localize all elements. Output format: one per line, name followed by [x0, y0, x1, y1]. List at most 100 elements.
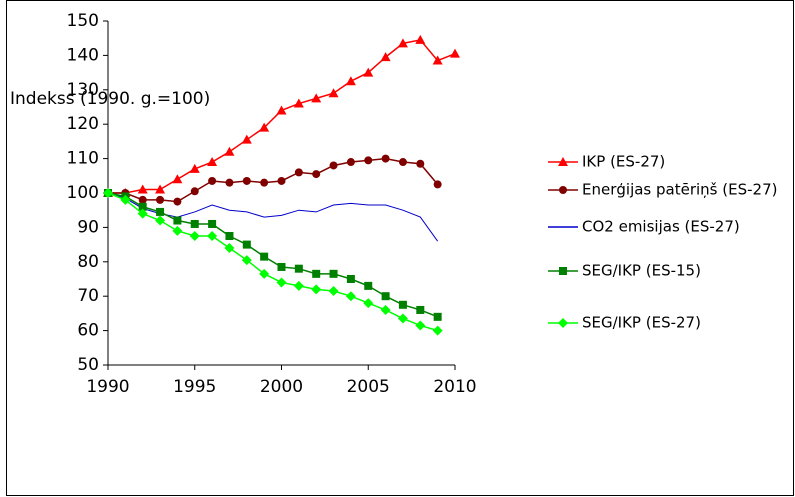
- legend-label: CO2 emisijas (ES-27): [582, 218, 740, 236]
- data-point: [241, 134, 252, 144]
- x-tick-label: 1995: [173, 377, 216, 397]
- data-point: [328, 88, 339, 98]
- data-point: [172, 174, 183, 184]
- series-line: [108, 39, 456, 194]
- data-point: [189, 163, 200, 173]
- data-point: [224, 243, 235, 254]
- data-point: [432, 55, 443, 65]
- data-point: [294, 264, 303, 273]
- y-tick-label: 80: [77, 252, 99, 272]
- data-point: [363, 298, 374, 309]
- y-tick-label: 150: [67, 11, 99, 31]
- y-tick-label: 60: [77, 321, 99, 341]
- data-point: [242, 240, 251, 249]
- data-point: [156, 195, 165, 204]
- data-point: [364, 156, 373, 165]
- data-point: [433, 180, 442, 189]
- x-tick-label: 2000: [260, 377, 303, 397]
- data-point: [380, 304, 391, 315]
- data-point: [260, 252, 269, 261]
- data-point: [156, 207, 165, 216]
- legend-label: SEG/IKP (ES-27): [582, 314, 701, 332]
- data-point: [172, 225, 183, 236]
- data-point: [398, 300, 407, 309]
- data-point: [259, 122, 270, 132]
- y-tick-label: 130: [67, 80, 99, 100]
- data-point: [416, 159, 425, 168]
- data-point: [207, 157, 218, 167]
- y-tick-label: 90: [77, 217, 99, 237]
- data-point: [397, 38, 408, 48]
- data-point: [415, 34, 426, 44]
- data-point: [293, 280, 304, 291]
- data-point: [329, 269, 338, 278]
- data-point: [190, 187, 199, 196]
- data-point: [277, 262, 286, 271]
- x-tick-label: 2010: [433, 377, 476, 397]
- y-tick-label: 100: [67, 183, 99, 203]
- frame: [6, 0, 794, 496]
- y-tick-label: 120: [67, 114, 99, 134]
- legend-marker: [558, 157, 568, 166]
- data-point: [293, 98, 304, 108]
- data-point: [329, 161, 338, 170]
- data-point: [208, 176, 217, 185]
- data-point: [207, 231, 218, 241]
- data-point: [208, 219, 217, 228]
- data-point: [433, 312, 442, 321]
- data-point: [224, 146, 235, 156]
- data-point: [364, 281, 373, 290]
- data-point: [155, 184, 166, 194]
- data-point: [311, 284, 322, 295]
- data-point: [363, 67, 374, 77]
- data-point: [381, 292, 390, 301]
- legend-marker: [559, 267, 567, 275]
- data-point: [398, 158, 407, 167]
- data-point: [311, 93, 322, 103]
- data-point: [397, 313, 408, 324]
- legend-marker: [558, 318, 568, 328]
- legend-label: SEG/IKP (ES-15): [582, 262, 701, 280]
- data-point: [242, 176, 251, 185]
- data-point: [190, 219, 199, 228]
- data-point: [381, 154, 390, 163]
- y-axis-label: Indekss (1990. g.=100): [10, 89, 210, 109]
- data-point: [259, 268, 270, 279]
- data-point: [415, 320, 426, 331]
- data-point: [225, 232, 234, 240]
- data-point: [189, 231, 200, 241]
- data-point: [346, 158, 355, 167]
- data-point: [312, 170, 321, 179]
- data-point: [346, 275, 355, 283]
- y-tick-label: 140: [67, 45, 99, 65]
- data-point: [173, 216, 182, 225]
- data-point: [416, 305, 425, 314]
- data-point: [312, 269, 321, 278]
- data-point: [276, 105, 287, 115]
- y-tick-label: 50: [77, 355, 99, 375]
- series-line: [108, 157, 439, 203]
- data-point: [432, 325, 443, 336]
- data-point: [173, 197, 182, 206]
- data-point: [380, 52, 391, 62]
- data-point: [345, 76, 356, 86]
- data-point: [276, 277, 287, 288]
- y-tick-label: 70: [77, 286, 99, 306]
- data-point: [137, 208, 148, 219]
- legend-label: Enerģijas patēriņš (ES-27): [582, 181, 777, 199]
- data-point: [138, 195, 147, 204]
- data-point: [260, 178, 269, 187]
- data-point: [450, 48, 460, 58]
- data-point: [277, 176, 286, 185]
- data-point: [137, 184, 148, 194]
- legend-label: IKP (ES-27): [582, 153, 665, 171]
- y-tick-label: 110: [67, 149, 99, 169]
- data-point: [155, 215, 166, 226]
- data-point: [345, 291, 356, 302]
- data-point: [225, 178, 234, 187]
- data-point: [120, 194, 131, 205]
- data-point: [294, 168, 303, 177]
- legend-marker: [559, 186, 567, 194]
- x-tick-label: 2005: [347, 377, 390, 397]
